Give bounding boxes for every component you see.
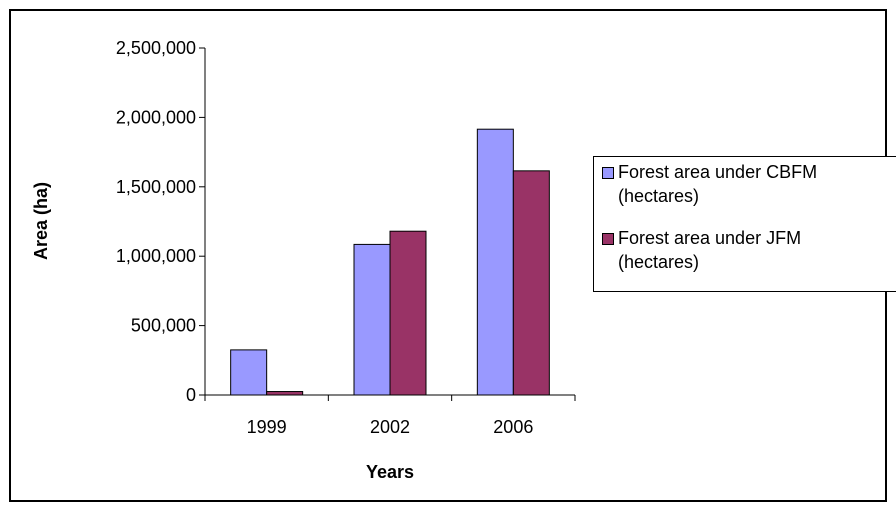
y-tick-label: 2,000,000: [116, 107, 196, 127]
y-tick-label: 1,000,000: [116, 246, 196, 266]
y-axis-title: Area (ha): [31, 182, 51, 260]
bar-cbfm-2006: [476, 128, 514, 396]
bar-jfm-1999: [266, 391, 304, 396]
x-tick-label: 2002: [370, 417, 410, 437]
y-tick-label: 1,500,000: [116, 177, 196, 197]
legend-label-jfm: Forest area under JFM (hectares): [618, 228, 802, 272]
bar-jfm-2002: [389, 230, 427, 396]
bar-jfm-2006: [512, 170, 550, 396]
x-tick-label: 2006: [493, 417, 533, 437]
legend-label-cbfm: Forest area under CBFM (hectares): [618, 162, 818, 206]
x-axis-title: Years: [366, 462, 414, 482]
legend: Forest area under CBFM (hectares) Forest…: [593, 156, 896, 292]
x-tick-label: 1999: [247, 417, 287, 437]
legend-swatch-jfm: [602, 233, 614, 245]
y-tick-label: 500,000: [131, 316, 196, 336]
y-tick-label: 0: [186, 385, 196, 405]
legend-swatch-cbfm: [602, 167, 614, 179]
y-tick-label: 2,500,000: [116, 38, 196, 58]
legend-item-jfm: Forest area under JFM (hectares): [602, 226, 896, 274]
legend-item-cbfm: Forest area under CBFM (hectares): [602, 160, 896, 208]
bar-cbfm-2002: [353, 243, 391, 396]
bar-cbfm-1999: [230, 349, 268, 396]
